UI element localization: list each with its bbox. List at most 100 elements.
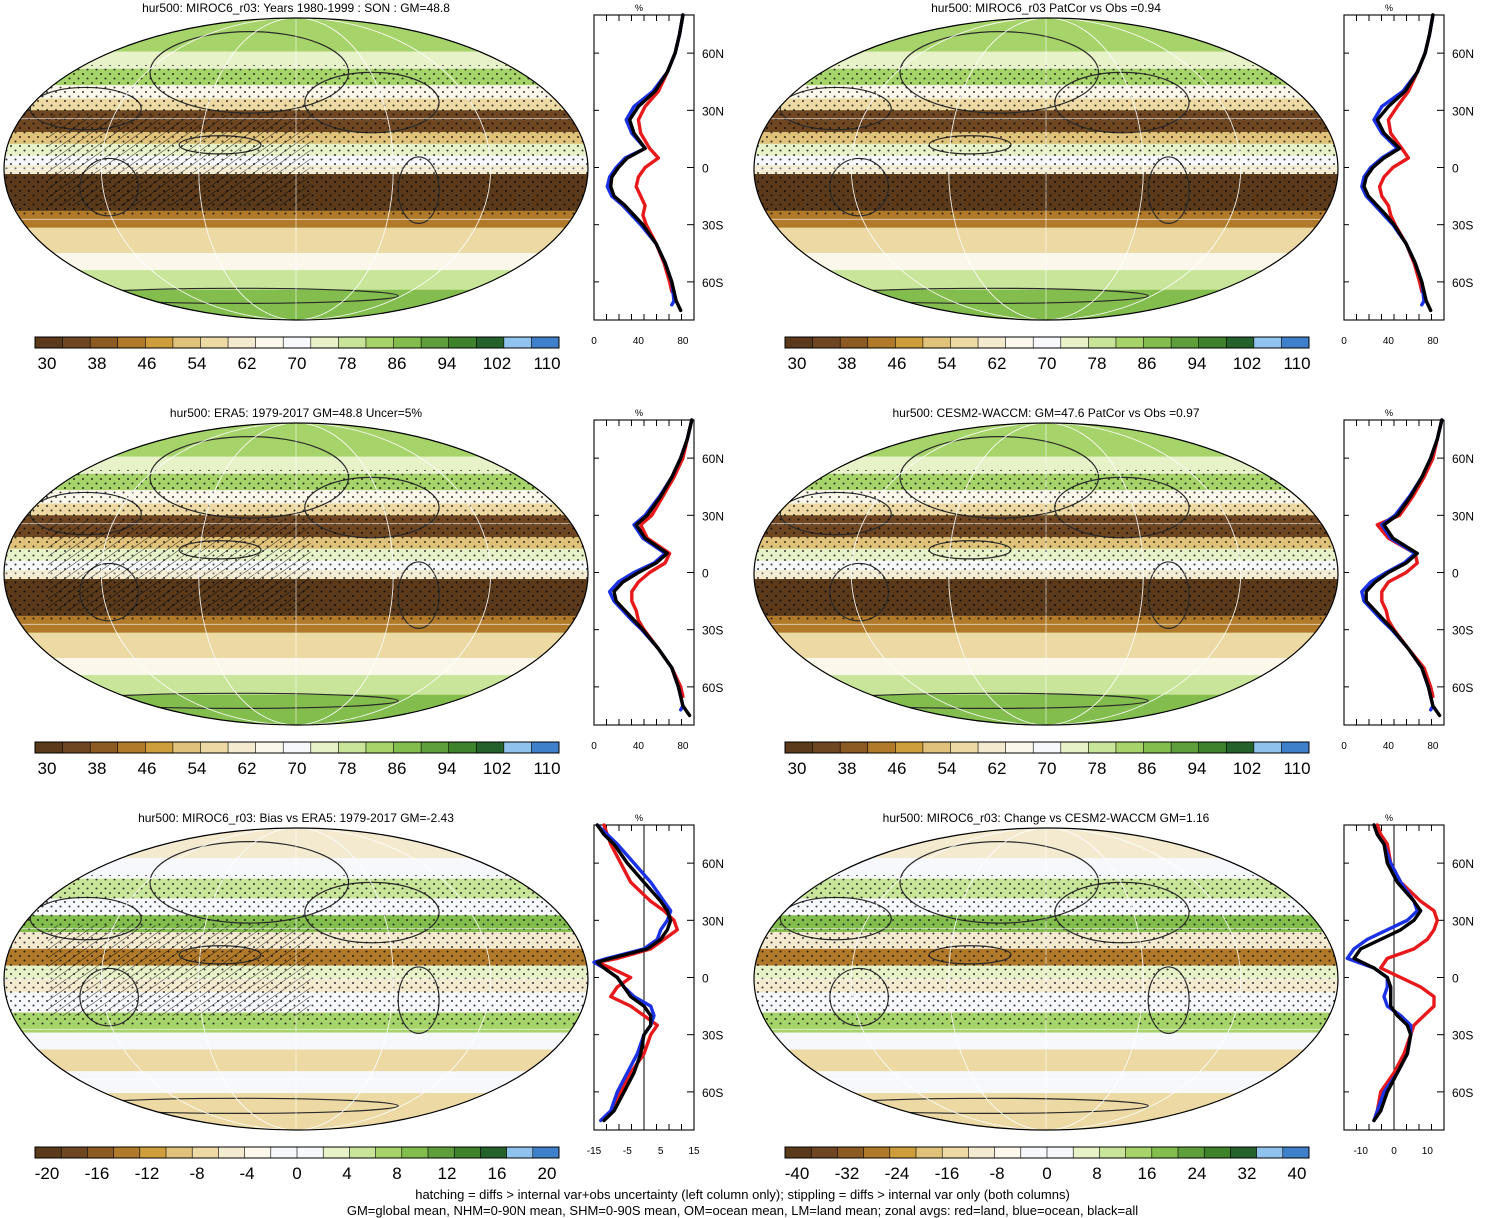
colorbar-swatch [310, 337, 339, 348]
colorbar-tick-label: 78 [1088, 759, 1107, 778]
colorbar-swatch [228, 337, 256, 348]
zonal-x-tick-label: 5 [658, 1146, 664, 1157]
colorbar-swatch [994, 1147, 1022, 1158]
colorbar-swatch [283, 337, 312, 348]
zonal-lat-label: 60N [702, 857, 724, 871]
colorbar-swatch [1005, 337, 1034, 348]
colorbar-swatch [61, 1147, 88, 1158]
colorbar-3: 30 38 46 54 62 70 78 86 94 102 110 [784, 741, 1311, 778]
hatching [47, 115, 311, 206]
map-4: hur500: MIROC6_r03: Bias vs ERA5: 1979-2… [3, 811, 589, 1131]
colorbar-swatch [172, 742, 201, 753]
colorbar-tick-label: 38 [838, 759, 857, 778]
colorbar-swatch [323, 1147, 350, 1158]
zonal-lat-label: 30N [1452, 914, 1474, 928]
colorbar-swatch [1282, 1147, 1310, 1158]
colorbar-tick-label: 110 [533, 354, 560, 373]
colorbar-tick-label: 8 [392, 1164, 401, 1183]
zonal-x-tick-label: 15 [688, 1146, 700, 1157]
colorbar-5: -40 -32 -24 -16 -8 0 8 16 24 32 40 [784, 1146, 1310, 1183]
map-0: hur500: MIROC6_r03: Years 1980-1999 : SO… [3, 1, 589, 321]
colorbar-tick-label: 70 [1038, 354, 1057, 373]
colorbar-swatch [1060, 337, 1089, 348]
colorbar-tick-label: 46 [888, 354, 907, 373]
colorbar-swatch [270, 1147, 298, 1158]
colorbar-swatch [1198, 742, 1227, 753]
colorbar-swatch [895, 742, 924, 753]
zonal-lat-label: 0 [702, 567, 709, 581]
colorbar-frame [784, 336, 1310, 349]
colorbar-swatch [1204, 1147, 1231, 1158]
colorbar-swatch [255, 337, 284, 348]
zonal-lat-label: 0 [1452, 162, 1459, 176]
colorbar-swatch [1171, 337, 1199, 348]
colorbar-frame [34, 741, 560, 754]
colorbar-swatch [840, 742, 869, 753]
colorbar-tick-label: 110 [1283, 759, 1310, 778]
zonal-plot-4: % -15 -5 5 15 60N 30N 0 30S 60S [587, 813, 724, 1157]
zonal-lat-label: 60S [1452, 1086, 1473, 1100]
colorbar-tick-label: 8 [1092, 1164, 1101, 1183]
colorbar-tick-label: 4 [342, 1164, 351, 1183]
colorbar-tick-label: -8 [189, 1164, 204, 1183]
zonal-lat-label: 60N [1452, 857, 1474, 871]
colorbar-swatch [785, 337, 813, 348]
colorbar-swatch [375, 1147, 403, 1158]
colorbar-0: 30 38 46 54 62 70 78 86 94 102 110 [34, 336, 561, 373]
colorbar-swatch [1143, 742, 1172, 753]
colorbar-swatch [506, 1147, 534, 1158]
colorbar-tick-label: -16 [935, 1164, 960, 1183]
colorbar-swatch [978, 742, 1006, 753]
colorbar-tick-label: 40 [1288, 1164, 1307, 1183]
zonal-lat-label: 30S [702, 219, 723, 233]
colorbar-tick-label: 102 [1233, 759, 1261, 778]
map-2: hur500: ERA5: 1979-2017 GM=48.8 Uncer=5% [3, 406, 589, 726]
zonal-plot-0: % 0 40 80 60N 30N 0 30S 60S [591, 3, 724, 347]
colorbar-swatch [365, 337, 394, 348]
colorbar-swatch [968, 1147, 995, 1158]
panel-title: hur500: ERA5: 1979-2017 GM=48.8 Uncer=5% [170, 406, 422, 420]
colorbar-swatch [297, 1147, 324, 1158]
colorbar-swatch [840, 337, 869, 348]
map-outline [753, 422, 1339, 726]
colorbar-frame [34, 336, 560, 349]
colorbar-tick-label: 94 [1188, 354, 1207, 373]
zonal-x-tick-label: 0 [591, 741, 597, 752]
colorbar-swatch [200, 742, 229, 753]
colorbar-tick-label: 62 [238, 354, 257, 373]
map-outline [753, 17, 1339, 321]
colorbar-swatch [255, 742, 284, 753]
zonal-lat-label: 30S [1452, 219, 1473, 233]
colorbar-swatch [1178, 1147, 1205, 1158]
colorbar-swatch [867, 742, 896, 753]
colorbar-tick-label: 38 [838, 354, 857, 373]
zonal-x-tick-label: 80 [1427, 741, 1439, 752]
colorbar-swatch [1230, 1147, 1257, 1158]
colorbar-swatch [811, 1147, 838, 1158]
zonal-line-all [1362, 13, 1435, 313]
colorbar-tick-label: 86 [388, 759, 407, 778]
colorbar-tick-label: 16 [488, 1164, 507, 1183]
colorbar-swatch [1253, 742, 1282, 753]
zonal-line-land [595, 823, 679, 1123]
colorbar-swatch [62, 742, 91, 753]
colorbar-tick-label: 62 [988, 759, 1007, 778]
colorbar-swatch [863, 1147, 891, 1158]
colorbar-swatch [172, 337, 201, 348]
colorbar-swatch [1226, 337, 1255, 348]
zonal-line-all [1364, 418, 1444, 718]
colorbar-tick-label: 62 [988, 354, 1007, 373]
colorbar-swatch [1281, 337, 1310, 348]
colorbar-swatch [1033, 337, 1062, 348]
colorbar-swatch [228, 742, 256, 753]
colorbar-swatch [812, 742, 841, 753]
colorbar-swatch [35, 337, 63, 348]
colorbar-tick-label: 38 [88, 759, 107, 778]
zonal-x-tick-label: 10 [1422, 1146, 1434, 1157]
colorbar-swatch [113, 1147, 141, 1158]
map-outline [3, 17, 589, 321]
colorbar-swatch [922, 337, 951, 348]
colorbar-swatch [1115, 337, 1144, 348]
colorbar-swatch [1226, 742, 1255, 753]
zonal-lat-label: 30N [702, 104, 724, 118]
